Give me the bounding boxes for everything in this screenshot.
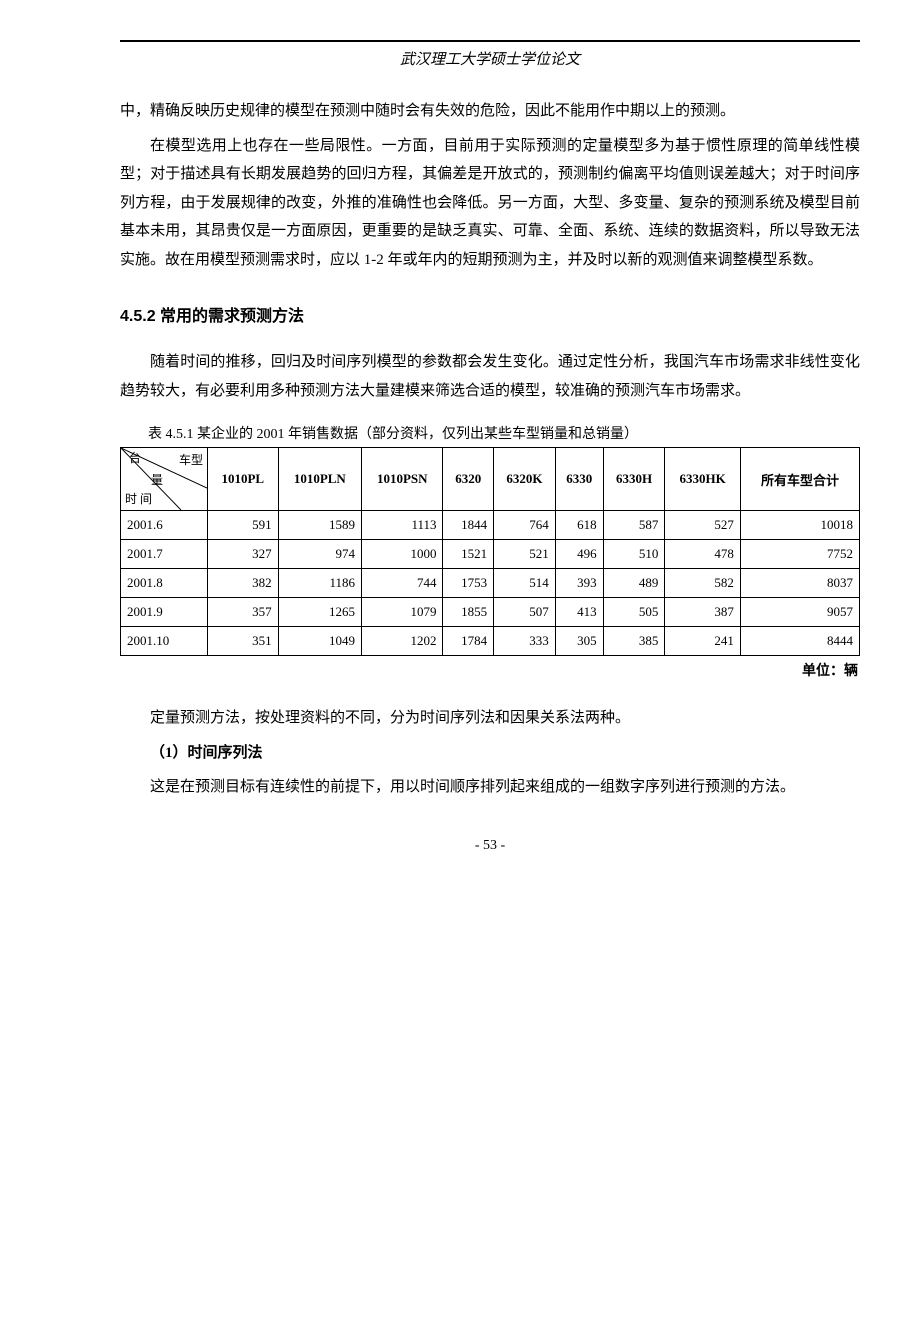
diag-label-mid2: 量 — [151, 474, 163, 487]
cell: 1202 — [362, 627, 443, 656]
col-header: 6320K — [494, 448, 556, 511]
cell: 385 — [603, 627, 665, 656]
cell: 510 — [603, 540, 665, 569]
row-label: 2001.9 — [121, 598, 208, 627]
cell: 587 — [603, 511, 665, 540]
cell: 333 — [494, 627, 556, 656]
cell: 1589 — [278, 511, 361, 540]
cell: 413 — [555, 598, 603, 627]
table-row: 2001.93571265107918555074135053879057 — [121, 598, 860, 627]
cell: 507 — [494, 598, 556, 627]
col-header: 1010PSN — [362, 448, 443, 511]
running-head: 武汉理工大学硕士学位论文 — [120, 48, 860, 69]
cell: 974 — [278, 540, 361, 569]
sub-heading: （1）时间序列法 — [120, 739, 860, 768]
cell: 744 — [362, 569, 443, 598]
table-unit: 单位：辆 — [120, 660, 858, 680]
row-label: 2001.8 — [121, 569, 208, 598]
cell: 9057 — [740, 598, 859, 627]
cell: 1113 — [362, 511, 443, 540]
col-header: 6330HK — [665, 448, 741, 511]
paragraph-1: 中，精确反映历史规律的模型在预测中随时会有失效的危险，因此不能用作中期以上的预测… — [120, 97, 860, 126]
cell: 496 — [555, 540, 603, 569]
header-rule — [120, 40, 860, 42]
cell: 478 — [665, 540, 741, 569]
paragraph-2: 在模型选用上也存在一些局限性。一方面，目前用于实际预测的定量模型多为基于惯性原理… — [120, 132, 860, 275]
table-row: 2001.103511049120217843333053852418444 — [121, 627, 860, 656]
cell: 7752 — [740, 540, 859, 569]
cell: 527 — [665, 511, 741, 540]
table-header-row: 台 车型 量 时 间 1010PL 1010PLN 1010PSN 6320 6… — [121, 448, 860, 511]
cell: 1844 — [443, 511, 494, 540]
cell: 1784 — [443, 627, 494, 656]
col-header: 所有车型合计 — [740, 448, 859, 511]
cell: 521 — [494, 540, 556, 569]
row-label: 2001.6 — [121, 511, 208, 540]
col-header: 1010PL — [208, 448, 279, 511]
cell: 505 — [603, 598, 665, 627]
cell: 382 — [208, 569, 279, 598]
cell: 618 — [555, 511, 603, 540]
diag-label-bottom: 时 间 — [125, 493, 152, 506]
table-caption: 表 4.5.1 某企业的 2001 年销售数据（部分资料，仅列出某些车型销量和总… — [120, 423, 860, 443]
table-row: 2001.8382118674417535143934895828037 — [121, 569, 860, 598]
table-body: 2001.65911589111318447646185875271001820… — [121, 511, 860, 656]
cell: 1265 — [278, 598, 361, 627]
cell: 1079 — [362, 598, 443, 627]
cell: 514 — [494, 569, 556, 598]
cell: 764 — [494, 511, 556, 540]
cell: 241 — [665, 627, 741, 656]
table-row: 2001.659115891113184476461858752710018 — [121, 511, 860, 540]
table-row: 2001.7327974100015215214965104787752 — [121, 540, 860, 569]
paragraph-5: 这是在预测目标有连续性的前提下，用以时间顺序排列起来组成的一组数字序列进行预测的… — [120, 773, 860, 802]
col-header: 6320 — [443, 448, 494, 511]
row-label: 2001.7 — [121, 540, 208, 569]
cell: 591 — [208, 511, 279, 540]
cell: 489 — [603, 569, 665, 598]
cell: 1855 — [443, 598, 494, 627]
paragraph-3: 随着时间的推移，回归及时间序列模型的参数都会发生变化。通过定性分析，我国汽车市场… — [120, 348, 860, 405]
cell: 327 — [208, 540, 279, 569]
cell: 8444 — [740, 627, 859, 656]
diag-label-mid: 车型 — [179, 454, 203, 467]
cell: 1000 — [362, 540, 443, 569]
cell: 582 — [665, 569, 741, 598]
cell: 1049 — [278, 627, 361, 656]
cell: 10018 — [740, 511, 859, 540]
cell: 351 — [208, 627, 279, 656]
cell: 1753 — [443, 569, 494, 598]
row-label: 2001.10 — [121, 627, 208, 656]
cell: 8037 — [740, 569, 859, 598]
diag-label-top: 台 — [129, 452, 141, 465]
page-number: - 53 - — [120, 838, 860, 854]
cell: 1521 — [443, 540, 494, 569]
sales-table: 台 车型 量 时 间 1010PL 1010PLN 1010PSN 6320 6… — [120, 447, 860, 656]
cell: 305 — [555, 627, 603, 656]
col-header: 6330H — [603, 448, 665, 511]
paragraph-4: 定量预测方法，按处理资料的不同，分为时间序列法和因果关系法两种。 — [120, 704, 860, 733]
col-header: 6330 — [555, 448, 603, 511]
cell: 357 — [208, 598, 279, 627]
cell: 1186 — [278, 569, 361, 598]
section-heading: 4.5.2 常用的需求预测方法 — [120, 302, 860, 326]
col-header: 1010PLN — [278, 448, 361, 511]
cell: 393 — [555, 569, 603, 598]
diagonal-header: 台 车型 量 时 间 — [121, 448, 208, 511]
cell: 387 — [665, 598, 741, 627]
